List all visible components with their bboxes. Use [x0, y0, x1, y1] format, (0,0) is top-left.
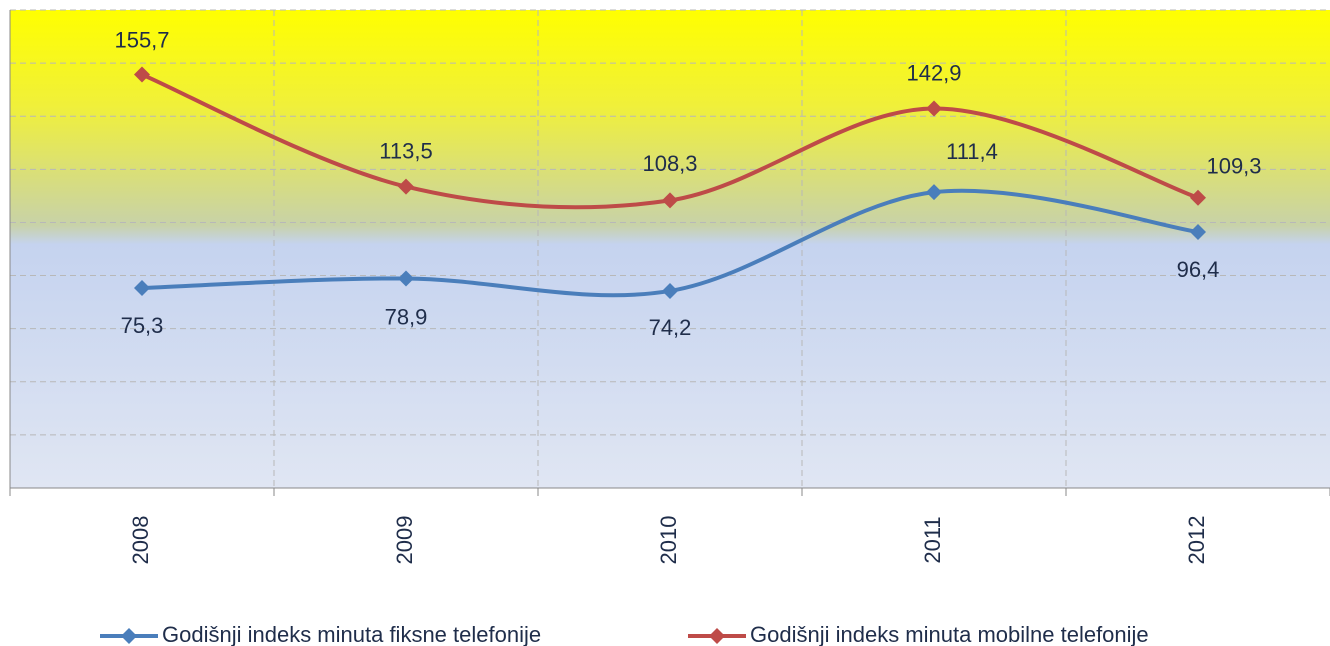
legend-label: Godišnji indeks minuta fiksne telefonije [162, 622, 541, 646]
series: 155,7 113,5 108,3 142,9 109,3 [114, 27, 1262, 210]
data-label: 111,4 [946, 139, 998, 164]
marker [1190, 189, 1206, 206]
data-label: 96,4 [1177, 257, 1220, 282]
x-tick-label: 2012 [1184, 516, 1209, 565]
x-tick-label: 2009 [392, 516, 417, 565]
data-label: 75,3 [121, 313, 164, 338]
plot-area [10, 10, 1330, 488]
x-tick-label: 2011 [920, 516, 945, 563]
data-label: 108,3 [642, 151, 697, 176]
marker [134, 66, 150, 83]
marker [662, 192, 678, 209]
legend-marker [709, 628, 725, 644]
data-label: 109,3 [1206, 154, 1261, 179]
marker [134, 280, 150, 297]
series: 75,3 78,9 74,2 111,4 96,4 [121, 139, 1220, 340]
marker [398, 178, 414, 195]
marker [662, 282, 678, 299]
x-tick-label: 2010 [656, 516, 681, 565]
marker [1190, 224, 1206, 241]
data-label: 74,2 [649, 315, 692, 340]
data-label: 113,5 [379, 138, 432, 163]
data-label: 78,9 [385, 304, 428, 329]
data-label: 155,7 [114, 27, 169, 52]
marker [926, 184, 942, 201]
data-label: 142,9 [906, 60, 961, 85]
x-tick-label: 2008 [128, 516, 153, 565]
marker [926, 100, 942, 117]
marker [398, 270, 414, 287]
legend-marker [121, 628, 137, 644]
legend-label: Godišnji indeks minuta mobilne telefonij… [750, 622, 1149, 646]
